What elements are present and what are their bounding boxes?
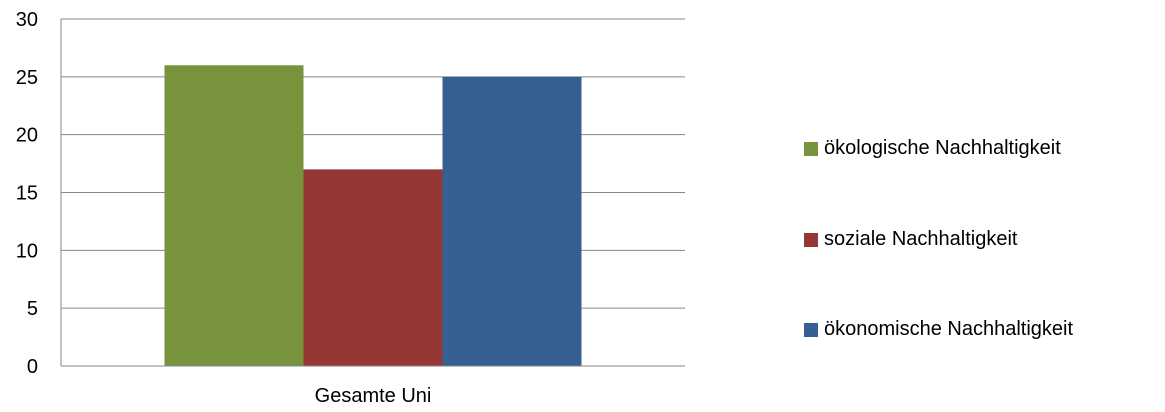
bars (164, 65, 582, 367)
y-tick-label: 30 (16, 9, 38, 31)
legend-swatch (804, 141, 818, 156)
legend-label: ökologische Nachhaltigkeit (824, 137, 1061, 159)
legend-swatch (804, 232, 818, 247)
y-tick-label: 25 (16, 67, 38, 89)
bar (442, 76, 582, 366)
y-tick-label: 10 (16, 240, 38, 262)
x-category-label: Gesamte Uni (315, 385, 432, 407)
y-tick-label: 15 (16, 183, 38, 205)
legend-swatch (804, 322, 818, 337)
legend-label: ökonomische Nachhaltigkeit (824, 318, 1074, 340)
legend-item-oekonomisch: ökonomische Nachhaltigkeit (804, 318, 1073, 341)
y-tick-label: 5 (27, 298, 38, 320)
bar (164, 65, 304, 367)
legend-item-sozial: soziale Nachhaltigkeit (804, 228, 1017, 251)
y-tick-label: 0 (27, 356, 38, 378)
x-axis-categories: Gesamte Uni (315, 385, 432, 407)
bar (303, 169, 443, 366)
y-axis-ticks: 0 5 10 15 20 25 30 (16, 9, 38, 378)
y-tick-label: 20 (16, 125, 38, 147)
legend-item-oekologisch: ökologische Nachhaltigkeit (804, 137, 1061, 160)
axes (60, 19, 685, 367)
legend-label: soziale Nachhaltigkeit (824, 228, 1018, 250)
legend: ökologische Nachhaltigkeit soziale Nachh… (804, 0, 1165, 412)
